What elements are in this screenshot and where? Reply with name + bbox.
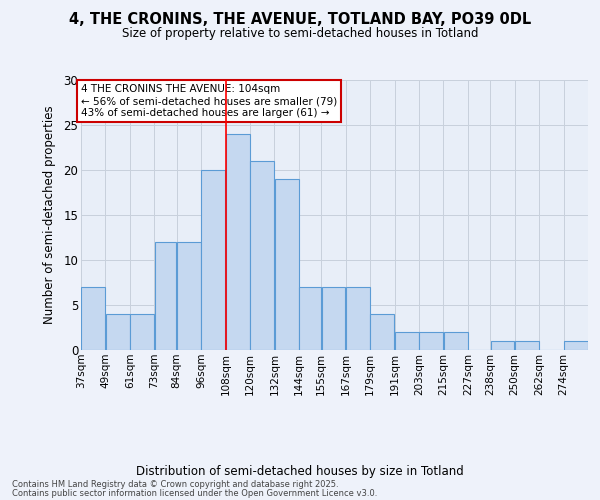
Bar [299, 287, 321, 350]
Bar [177, 242, 201, 350]
Bar [155, 242, 176, 350]
Text: Size of property relative to semi-detached houses in Totland: Size of property relative to semi-detach… [122, 28, 478, 40]
Bar [250, 161, 274, 350]
Bar [202, 170, 226, 350]
Bar [395, 332, 419, 350]
Bar [419, 332, 443, 350]
Text: Distribution of semi-detached houses by size in Totland: Distribution of semi-detached houses by … [136, 464, 464, 477]
Text: 4 THE CRONINS THE AVENUE: 104sqm
← 56% of semi-detached houses are smaller (79)
: 4 THE CRONINS THE AVENUE: 104sqm ← 56% o… [81, 84, 337, 117]
Bar [226, 134, 250, 350]
Bar [275, 179, 299, 350]
Bar [322, 287, 346, 350]
Y-axis label: Number of semi-detached properties: Number of semi-detached properties [43, 106, 56, 324]
Bar [443, 332, 467, 350]
Bar [370, 314, 394, 350]
Bar [515, 341, 539, 350]
Bar [81, 287, 105, 350]
Bar [564, 341, 588, 350]
Bar [106, 314, 130, 350]
Text: Contains HM Land Registry data © Crown copyright and database right 2025.: Contains HM Land Registry data © Crown c… [12, 480, 338, 489]
Text: 4, THE CRONINS, THE AVENUE, TOTLAND BAY, PO39 0DL: 4, THE CRONINS, THE AVENUE, TOTLAND BAY,… [69, 12, 531, 28]
Bar [491, 341, 514, 350]
Bar [130, 314, 154, 350]
Bar [346, 287, 370, 350]
Text: Contains public sector information licensed under the Open Government Licence v3: Contains public sector information licen… [12, 488, 377, 498]
